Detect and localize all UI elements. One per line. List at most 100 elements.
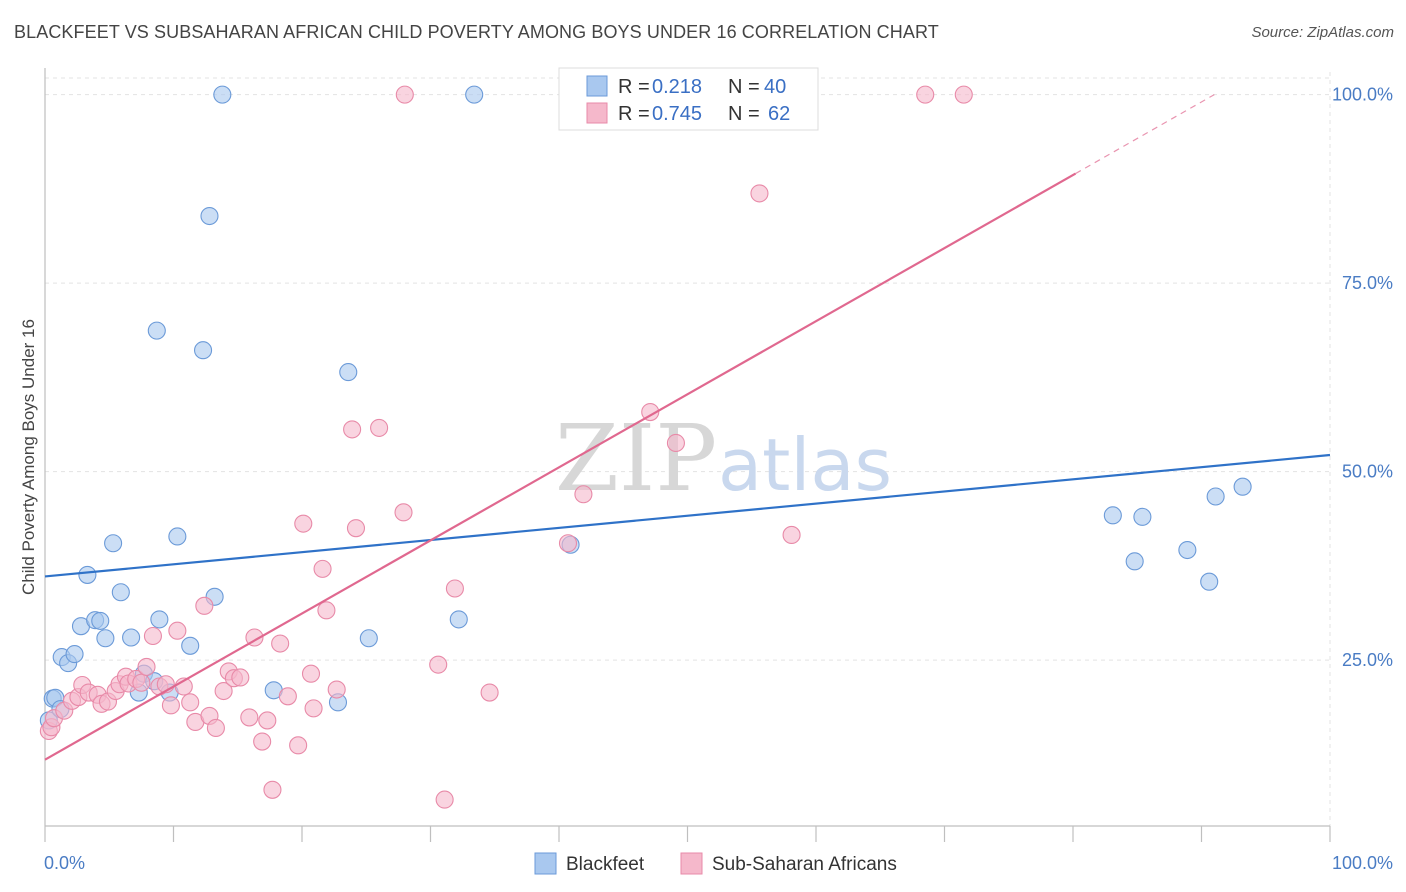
sub-saharan-point-37 xyxy=(263,780,282,799)
sub-saharan-point-47 xyxy=(343,420,362,439)
blackfeet-point-37 xyxy=(1178,540,1197,560)
sub-saharan-point-60 xyxy=(750,184,769,203)
blackfeet-point-23 xyxy=(194,341,213,360)
sub-saharan-point-55 xyxy=(480,683,499,702)
sub-saharan-point-45 xyxy=(317,601,336,620)
sub-saharan-point-52 xyxy=(429,655,448,674)
sub-saharan-point-24 xyxy=(181,693,200,712)
legend-n-label-2: N = xyxy=(728,103,760,125)
blackfeet-point-10 xyxy=(91,611,110,630)
data-points xyxy=(39,85,1252,809)
x-tick-labels: 0.0% 100.0% xyxy=(44,853,1393,873)
blackfeet-trend-line xyxy=(44,453,1331,578)
y-tick-label-3: 100.0% xyxy=(1332,85,1393,105)
blackfeet-point-36 xyxy=(1133,507,1152,526)
chart-title: BLACKFEET VS SUBSAHARAN AFRICAN CHILD PO… xyxy=(14,22,939,42)
sub-saharan-point-44 xyxy=(313,559,332,578)
sub-saharan-point-36 xyxy=(258,711,277,730)
series-legend-label-blackfeet: Blackfeet xyxy=(566,854,645,875)
source-label: Source: ZipAtlas.com xyxy=(1251,24,1394,41)
legend-n-value-2: 62 xyxy=(768,103,790,125)
blackfeet-point-13 xyxy=(111,583,130,602)
sub-saharan-point-46 xyxy=(327,680,346,699)
sub-saharan-point-26 xyxy=(195,596,214,615)
sub-saharan-point-43 xyxy=(304,699,323,718)
legend-r-label-1: R = xyxy=(618,76,650,98)
sub-saharan-point-28 xyxy=(206,718,225,738)
sub-saharan-point-18 xyxy=(143,626,162,646)
blackfeet-point-30 xyxy=(359,629,378,648)
y-tick-label-1: 50.0% xyxy=(1342,462,1393,482)
y-tick-label-2: 75.0% xyxy=(1342,273,1393,293)
sub-saharan-point-59 xyxy=(666,433,685,453)
blackfeet-point-29 xyxy=(339,363,358,382)
sub-saharan-point-48 xyxy=(346,519,366,538)
sub-saharan-point-57 xyxy=(574,485,593,504)
series-legend-label-sub-saharan: Sub-Saharan Africans xyxy=(712,854,897,875)
blackfeet-point-21 xyxy=(168,527,187,546)
sub-saharan-point-32 xyxy=(231,668,250,687)
sub-saharan-point-61 xyxy=(782,525,801,545)
x-tick-label-0: 0.0% xyxy=(44,853,85,873)
sub-saharan-point-42 xyxy=(301,664,321,683)
sub-saharan-point-56 xyxy=(558,534,578,553)
series-legend-swatch-sub-saharan xyxy=(680,852,703,875)
series-legend: Blackfeet Sub-Saharan Africans xyxy=(534,852,897,875)
sub-saharan-point-51 xyxy=(395,85,414,104)
legend-r-value-1: 0.218 xyxy=(652,76,702,98)
blackfeet-point-40 xyxy=(1233,477,1252,496)
sub-saharan-point-17 xyxy=(137,657,156,676)
legend-swatch-blackfeet xyxy=(586,75,608,97)
sub-saharan-trend-line xyxy=(44,172,1077,761)
legend-swatch-sub-saharan xyxy=(586,102,608,124)
series-legend-swatch-blackfeet xyxy=(534,852,557,875)
sub-saharan-point-21 xyxy=(161,696,180,715)
blackfeet-point-8 xyxy=(78,565,97,584)
sub-saharan-point-41 xyxy=(294,514,313,533)
y-tick-labels: 25.0% 50.0% 75.0% 100.0% xyxy=(1332,85,1393,670)
sub-saharan-point-16 xyxy=(132,673,151,692)
stats-legend: R = 0.218 N = 40 R = 0.745 N = 62 xyxy=(558,67,819,131)
blackfeet-point-32 xyxy=(465,85,484,104)
blackfeet-point-11 xyxy=(96,629,115,648)
blackfeet-point-38 xyxy=(1200,572,1219,591)
blackfeet-point-24 xyxy=(200,206,219,226)
sub-saharan-point-22 xyxy=(168,621,187,640)
sub-saharan-point-58 xyxy=(641,403,660,422)
legend-r-value-2: 0.745 xyxy=(652,103,702,125)
blackfeet-point-39 xyxy=(1206,487,1225,506)
blackfeet-point-26 xyxy=(213,85,232,104)
sub-saharan-point-40 xyxy=(289,736,308,755)
sub-saharan-point-49 xyxy=(370,418,389,437)
x-tick-label-1: 100.0% xyxy=(1332,853,1393,873)
legend-r-label-2: R = xyxy=(618,103,650,125)
sub-saharan-trend-line-extension xyxy=(1075,94,1215,175)
sub-saharan-point-29 xyxy=(214,681,233,701)
sub-saharan-point-53 xyxy=(435,790,454,809)
sub-saharan-point-50 xyxy=(394,503,413,522)
blackfeet-point-19 xyxy=(150,610,169,629)
blackfeet-point-31 xyxy=(449,610,468,629)
sub-saharan-point-54 xyxy=(445,579,464,598)
sub-saharan-point-38 xyxy=(271,634,290,653)
blackfeet-point-18 xyxy=(147,321,166,340)
sub-saharan-point-33 xyxy=(240,708,259,727)
sub-saharan-point-63 xyxy=(954,85,973,104)
y-axis-label: Child Poverty Among Boys Under 16 xyxy=(19,319,38,595)
blackfeet-point-22 xyxy=(181,636,200,655)
blackfeet-point-34 xyxy=(1103,506,1122,525)
y-tick-label-0: 25.0% xyxy=(1342,650,1393,670)
blackfeet-point-6 xyxy=(65,645,84,664)
watermark-atlas: atlas xyxy=(718,423,892,507)
legend-n-value-1: 40 xyxy=(764,76,786,98)
sub-saharan-point-35 xyxy=(253,732,272,751)
watermark: ZIP atlas xyxy=(555,405,892,512)
legend-n-label-1: N = xyxy=(728,76,760,98)
blackfeet-point-14 xyxy=(122,628,141,647)
sub-saharan-point-62 xyxy=(916,85,935,104)
trend-lines xyxy=(44,94,1331,761)
blackfeet-point-35 xyxy=(1125,552,1144,571)
sub-saharan-point-39 xyxy=(278,687,297,706)
blackfeet-point-12 xyxy=(104,534,123,553)
